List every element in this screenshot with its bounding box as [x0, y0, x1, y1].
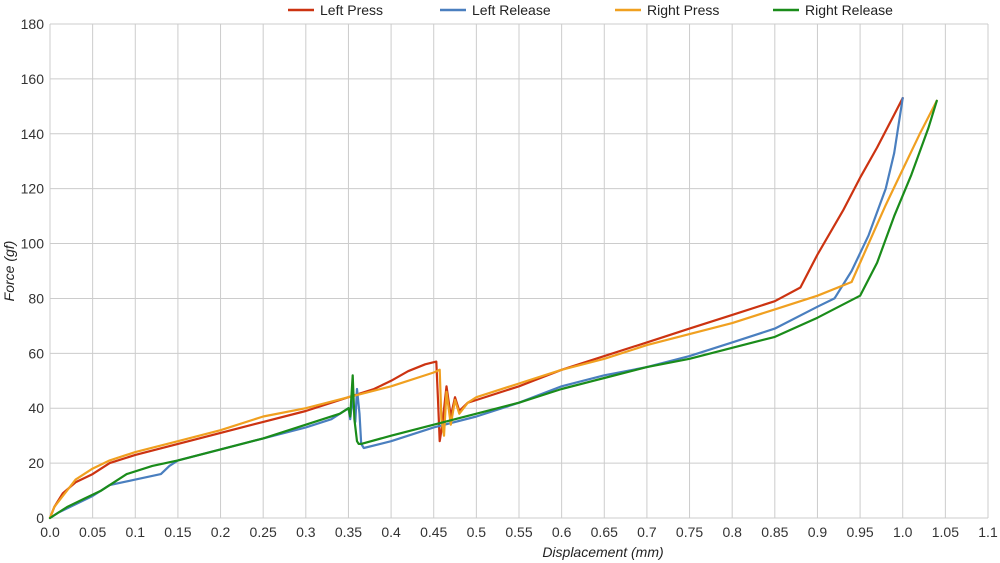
- y-tick-label: 0: [36, 510, 44, 526]
- series-line-left-release: [48, 97, 904, 520]
- y-tick-label: 80: [28, 290, 44, 306]
- y-tick-label: 60: [28, 345, 44, 361]
- legend-label-right-release: Right Release: [805, 2, 893, 18]
- x-tick-label: 0.0: [40, 524, 60, 540]
- x-tick-label: 0.1: [126, 524, 146, 540]
- legend-label-left-press: Left Press: [320, 2, 383, 18]
- x-tick-label: 1.0: [893, 524, 913, 540]
- x-tick-label: 0.75: [676, 524, 703, 540]
- series-group: [48, 97, 938, 520]
- x-tick-label: 0.05: [79, 524, 106, 540]
- x-tick-label: 0.55: [505, 524, 532, 540]
- x-tick-label: 0.3: [296, 524, 316, 540]
- x-tick-label: 0.2: [211, 524, 231, 540]
- x-tick-label: 0.45: [420, 524, 447, 540]
- y-tick-label: 40: [28, 400, 44, 416]
- x-tick-label: 1.05: [932, 524, 959, 540]
- x-axis-ticks: 0.0 0.05 0.1 0.15 0.2 0.25 0.3 0.35 0.4 0.45 0.5 0.…: [40, 524, 998, 540]
- y-axis-title: Force (gf): [1, 241, 17, 302]
- y-tick-label: 100: [21, 236, 45, 252]
- legend-label-left-release: Left Release: [472, 2, 551, 18]
- series-line-right-release: [48, 99, 938, 520]
- x-tick-label: 0.6: [552, 524, 572, 540]
- x-tick-label: 0.95: [846, 524, 873, 540]
- grid: [49, 23, 989, 519]
- y-axis-ticks: 0 20 40 60 80 100 120 140 160 180: [21, 16, 45, 526]
- x-tick-label: 1.1: [978, 524, 998, 540]
- x-tick-label: 0.15: [164, 524, 191, 540]
- x-tick-label: 0.7: [637, 524, 657, 540]
- series-line-left-press: [48, 97, 904, 520]
- x-tick-label: 0.9: [808, 524, 828, 540]
- y-tick-label: 120: [21, 181, 45, 197]
- series-line-right-press: [48, 99, 938, 520]
- x-tick-label: 0.35: [335, 524, 362, 540]
- x-tick-label: 0.25: [250, 524, 277, 540]
- x-tick-label: 0.65: [591, 524, 618, 540]
- x-tick-label: 0.85: [761, 524, 788, 540]
- y-tick-label: 160: [21, 71, 45, 87]
- x-axis-title: Displacement (mm): [542, 544, 663, 560]
- legend-label-right-press: Right Press: [647, 2, 719, 18]
- x-tick-label: 0.4: [381, 524, 401, 540]
- x-tick-label: 0.5: [467, 524, 487, 540]
- y-tick-label: 140: [21, 126, 45, 142]
- y-tick-label: 180: [21, 16, 45, 32]
- x-tick-label: 0.8: [722, 524, 742, 540]
- y-tick-label: 20: [28, 455, 44, 471]
- legend: Left Press Left Release Right Press Right R…: [288, 2, 893, 18]
